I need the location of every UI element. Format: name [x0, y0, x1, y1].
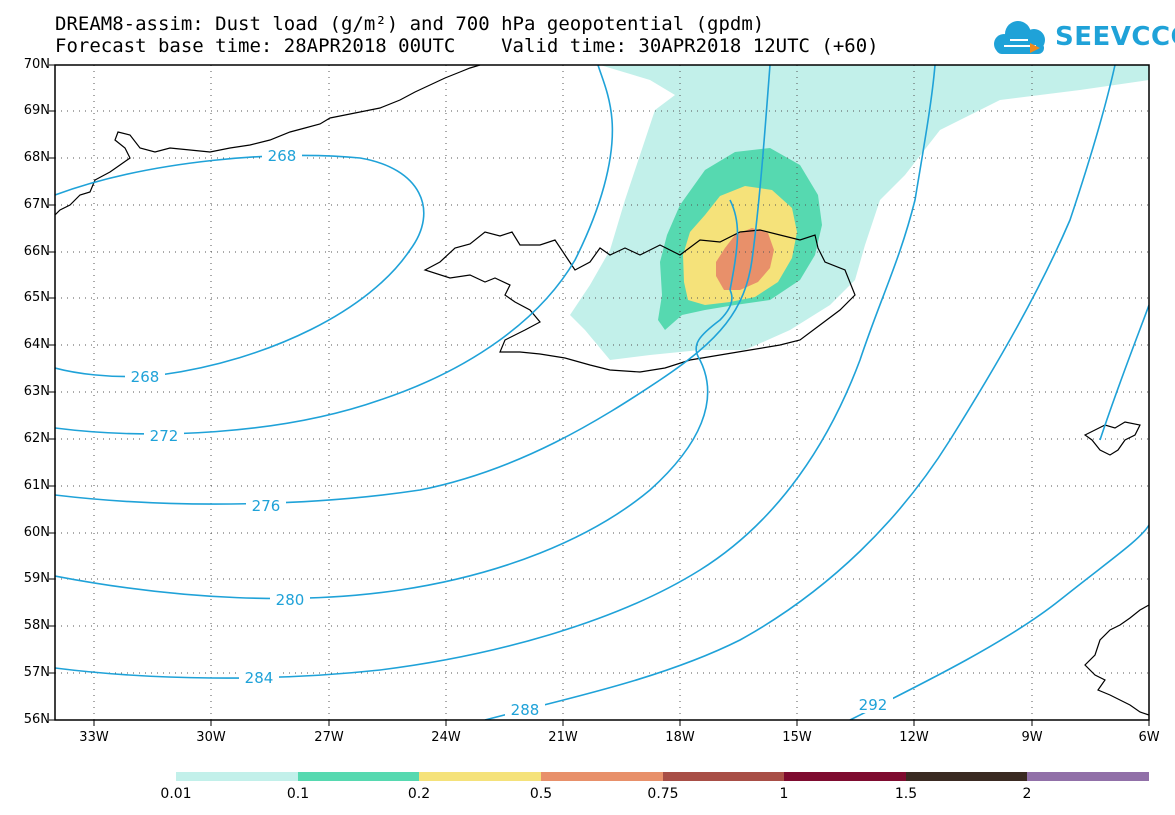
lat-label: 62N: [23, 431, 50, 446]
lon-label: 6W: [1138, 730, 1160, 745]
lat-label: 69N: [23, 103, 50, 118]
colorbar-label: 0.5: [529, 786, 553, 802]
colorbar-label: 0.75: [647, 786, 679, 802]
lon-label: 27W: [314, 730, 344, 745]
contour-label: 268: [268, 147, 297, 165]
contour-268-upper: [55, 154, 425, 378]
lat-label: 57N: [23, 665, 50, 680]
lon-label: 33W: [79, 730, 109, 745]
graticule: [55, 65, 1149, 720]
colorbar-label: 2: [1022, 786, 1032, 802]
lat-label: 70N: [23, 57, 50, 72]
lon-label: 21W: [548, 730, 578, 745]
contour-280b: [729, 199, 739, 291]
lat-label: 58N: [23, 618, 50, 633]
colorbar-segment: [663, 772, 784, 781]
lat-label: 61N: [23, 478, 50, 493]
dust-area-0.5: [716, 228, 774, 290]
logo-text: SEEVCCC: [1055, 22, 1175, 52]
contour-292: [849, 524, 1149, 720]
colorbar-label: 0.2: [407, 786, 431, 802]
colorbar-label: 1: [779, 786, 789, 802]
colorbar-segment: [1027, 772, 1149, 781]
lat-label: 56N: [23, 712, 50, 727]
lat-label: 59N: [23, 571, 50, 586]
lon-label: 24W: [431, 730, 461, 745]
lon-label: 9W: [1021, 730, 1043, 745]
contour-label: 272: [150, 427, 179, 445]
contour-label: 276: [252, 497, 281, 515]
contour-272: [55, 65, 614, 435]
colorbar-label: 1.5: [894, 786, 918, 802]
contour-label: 284: [245, 669, 274, 687]
colorbar-label: 0.1: [286, 786, 310, 802]
contour-label: 288: [511, 701, 540, 719]
lon-label: 12W: [899, 730, 929, 745]
colorbar-segment: [298, 772, 419, 781]
colorbar-segment: [541, 772, 663, 781]
cloud-icon: [994, 21, 1045, 54]
contour-label: 280: [276, 591, 305, 609]
contour-296: [1099, 304, 1149, 441]
coastline: [55, 65, 1149, 716]
map-subtitle: Forecast base time: 28APR2018 00UTC Vali…: [55, 35, 879, 57]
lon-label: 15W: [782, 730, 812, 745]
map-title: DREAM8-assim: Dust load (g/m²) and 700 h…: [55, 13, 765, 35]
lon-label: 18W: [665, 730, 695, 745]
lat-label: 68N: [23, 150, 50, 165]
contour-labels: 268 268 272 276 280 284 288 292: [131, 147, 888, 719]
contour-label: 268: [131, 368, 160, 386]
lat-label: 64N: [23, 337, 50, 352]
iceland-coast: [423, 229, 856, 373]
contour-284: [55, 65, 936, 679]
greenland-coast: [55, 65, 481, 216]
lon-label: 30W: [196, 730, 226, 745]
contour-label-bg: [125, 148, 893, 718]
colorbar-label: 0.01: [160, 786, 192, 802]
lat-label: 66N: [23, 244, 50, 259]
contour-288: [484, 65, 1116, 720]
lat-label: 67N: [23, 197, 50, 212]
colorbar-segment: [419, 772, 541, 781]
lat-label: 65N: [23, 290, 50, 305]
contour-label: 292: [859, 696, 888, 714]
dust-area-0.01: [570, 65, 1149, 360]
colorbar-segment: [906, 772, 1027, 781]
scotland-coast: [1084, 604, 1149, 716]
lat-label: 63N: [23, 384, 50, 399]
colorbar-segment: [784, 772, 906, 781]
axis-ticks: [49, 64, 1150, 726]
lat-label: 60N: [23, 525, 50, 540]
colorbar-segment: [176, 772, 298, 781]
